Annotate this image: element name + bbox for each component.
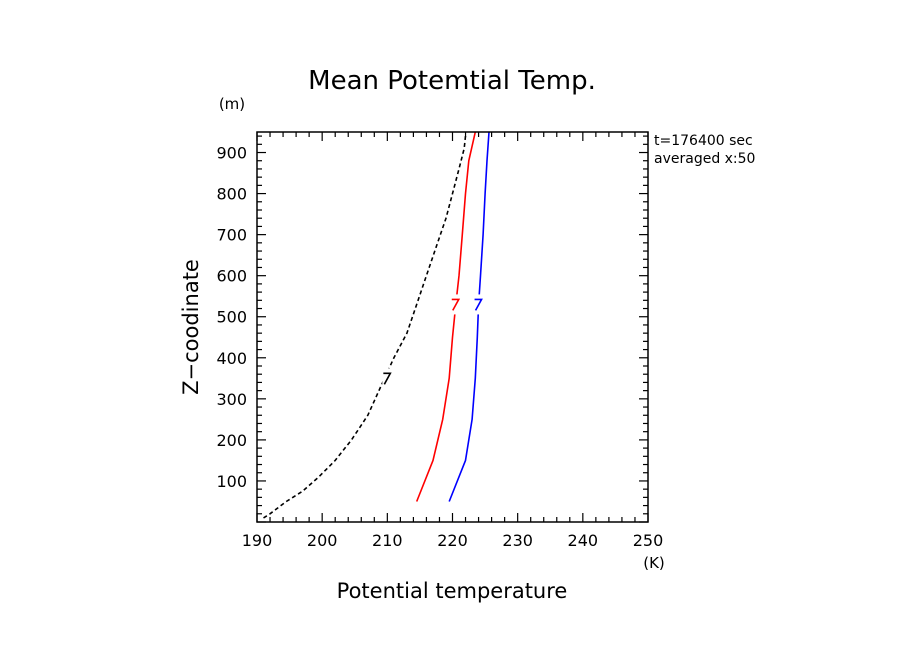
series-label-mark-1	[451, 298, 461, 311]
x-tick-label: 210	[372, 531, 403, 550]
y-axis-label: Z−coodinate	[179, 259, 203, 395]
series-label-mark-2	[474, 298, 483, 311]
series-layer	[263, 132, 490, 519]
x-tick-label: 190	[242, 531, 273, 550]
annotation-averaged: averaged x:50	[654, 151, 755, 167]
series-line-0	[263, 136, 467, 519]
y-tick-label: 700	[216, 226, 247, 245]
series-line-1	[415, 132, 477, 502]
y-tick-label: 600	[216, 267, 247, 286]
y-tick-label: 800	[216, 185, 247, 204]
x-tick-label: 220	[437, 531, 468, 550]
y-tick-label: 200	[216, 431, 247, 450]
x-tick-label: 200	[307, 531, 338, 550]
chart-title: Mean Potemtial Temp.	[308, 66, 596, 96]
y-tick-label: 100	[216, 472, 247, 491]
x-axis-unit: (K)	[643, 554, 665, 572]
x-tick-label: 250	[633, 531, 664, 550]
x-tick-label: 240	[568, 531, 599, 550]
y-axis-unit: (m)	[219, 95, 245, 113]
axes-layer: 190 200 210 220 230 240 250 100 200 300 400 500 600 7…	[216, 131, 664, 550]
y-tick-label: 400	[216, 349, 247, 368]
series-label-mark-0	[383, 372, 392, 385]
x-axis-label: Potential temperature	[337, 579, 568, 603]
y-tick-label: 500	[216, 308, 247, 327]
y-tick-label: 300	[216, 390, 247, 409]
x-tick-label: 230	[502, 531, 533, 550]
y-tick-label: 900	[216, 144, 247, 163]
annotation-time: t=176400 sec	[654, 133, 753, 149]
